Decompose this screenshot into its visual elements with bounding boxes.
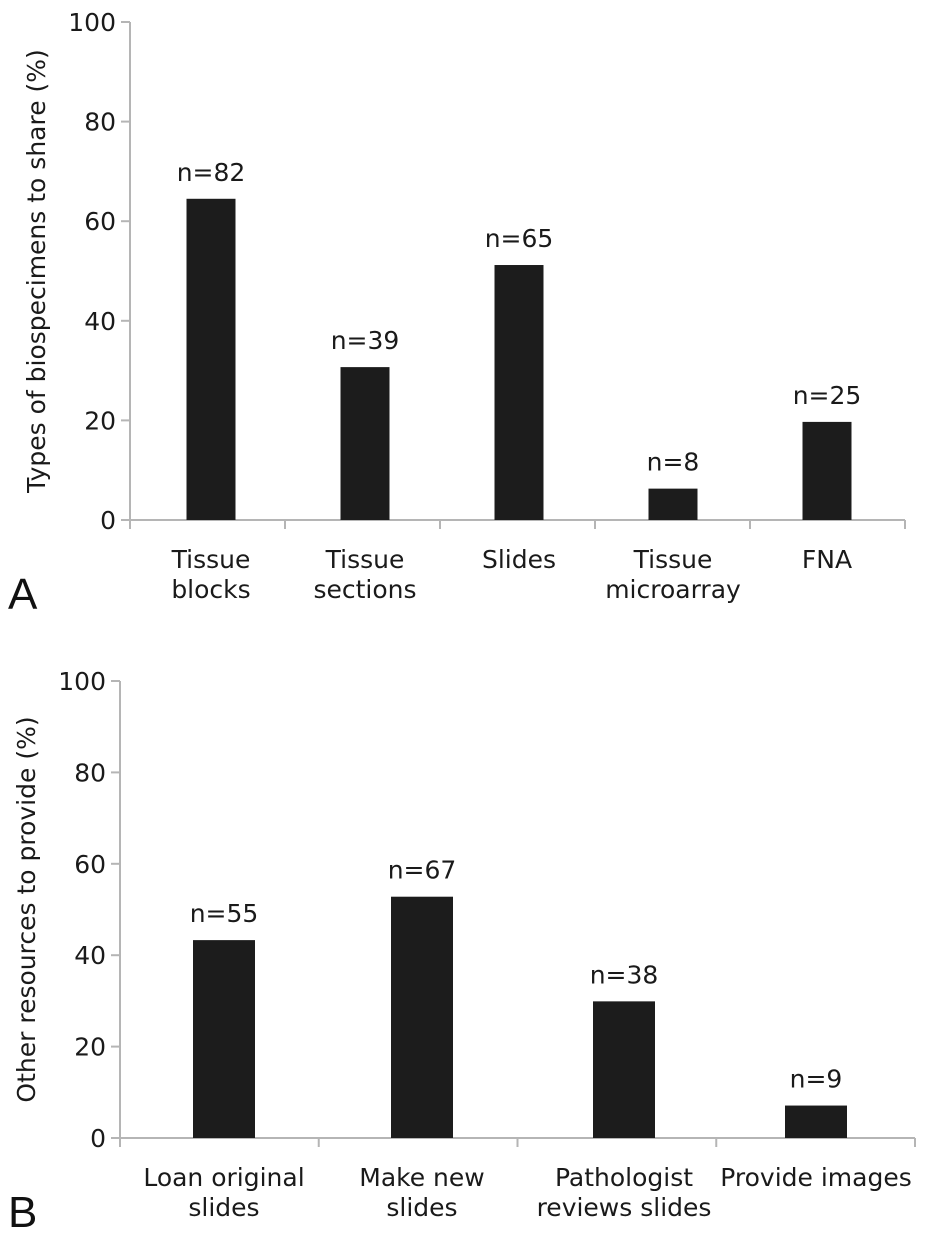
y-tick-label: 100 bbox=[68, 8, 116, 37]
x-tick-label: slides bbox=[188, 1193, 259, 1222]
bar bbox=[648, 488, 698, 520]
bar bbox=[186, 198, 236, 521]
bar-data-label: n=65 bbox=[485, 224, 554, 253]
bar bbox=[340, 367, 390, 520]
x-tick-label: Tissue bbox=[633, 545, 713, 574]
y-axis-label: Other resources to provide (%) bbox=[12, 716, 41, 1102]
y-tick-label: 40 bbox=[74, 941, 106, 970]
bar-data-label: n=38 bbox=[590, 960, 659, 989]
x-tick-label: microarray bbox=[605, 575, 741, 604]
y-tick-label: 80 bbox=[84, 108, 116, 137]
x-tick-label: Tissue bbox=[325, 545, 405, 574]
x-tick-label: slides bbox=[386, 1193, 457, 1222]
y-tick-label: 60 bbox=[74, 850, 106, 879]
y-tick-label: 20 bbox=[74, 1033, 106, 1062]
bar bbox=[785, 1105, 847, 1138]
y-tick-label: 40 bbox=[84, 307, 116, 336]
x-tick-label: Slides bbox=[482, 545, 556, 574]
x-tick-label: reviews slides bbox=[537, 1193, 712, 1222]
bar-data-label: n=8 bbox=[647, 448, 700, 477]
y-tick-label: 0 bbox=[100, 506, 116, 535]
bar bbox=[193, 940, 255, 1138]
x-tick-label: Pathologist bbox=[555, 1163, 693, 1192]
bar bbox=[593, 1001, 655, 1138]
bar-data-label: n=39 bbox=[331, 326, 400, 355]
y-tick-label: 0 bbox=[90, 1124, 106, 1153]
x-tick-label: Provide images bbox=[720, 1163, 912, 1192]
bar-data-label: n=55 bbox=[190, 899, 259, 928]
bar-data-label: n=67 bbox=[388, 856, 457, 885]
x-tick-label: Tissue bbox=[171, 545, 251, 574]
bar bbox=[802, 421, 852, 520]
panel-letter: B bbox=[8, 1188, 37, 1233]
bar-data-label: n=9 bbox=[790, 1065, 843, 1094]
x-tick-label: Make new bbox=[359, 1163, 484, 1192]
bar-data-label: n=25 bbox=[793, 381, 862, 410]
panel-letter: A bbox=[8, 570, 38, 619]
y-tick-label: 60 bbox=[84, 207, 116, 236]
y-tick-label: 100 bbox=[58, 667, 106, 696]
x-tick-label: sections bbox=[313, 575, 416, 604]
bar bbox=[391, 896, 453, 1138]
y-tick-label: 80 bbox=[74, 758, 106, 787]
y-tick-label: 20 bbox=[84, 406, 116, 435]
x-tick-label: FNA bbox=[802, 545, 852, 574]
x-tick-label: blocks bbox=[171, 575, 250, 604]
bar bbox=[494, 265, 544, 520]
x-tick-label: Loan original bbox=[143, 1163, 304, 1192]
bar-data-label: n=82 bbox=[177, 158, 246, 187]
chart-panel-a: 020406080100n=82Tissueblocksn=39Tissuese… bbox=[8, 8, 906, 619]
y-axis-label: Types of biospecimens to share (%) bbox=[22, 49, 51, 494]
